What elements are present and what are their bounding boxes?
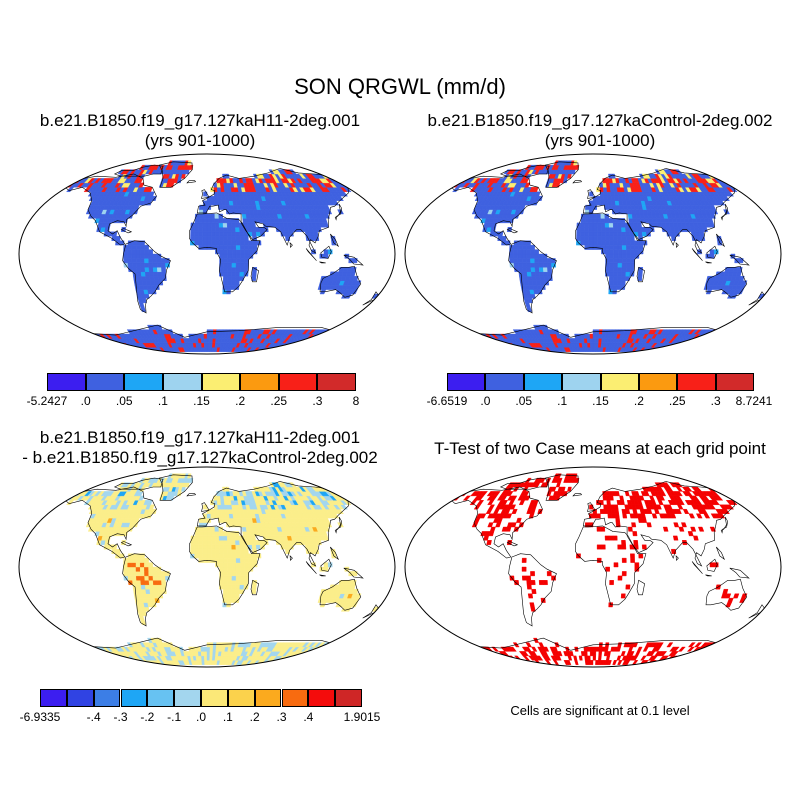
panel-case1-title: b.e21.B1850.f19_g17.127kaH11-2deg.001 (y…	[0, 111, 400, 151]
colorbar-label: .05	[515, 394, 533, 408]
map-case1-border	[18, 153, 396, 355]
colorbar-swatch	[638, 373, 678, 391]
colorbar-label: .2	[249, 710, 260, 724]
map-case2	[404, 153, 782, 355]
colorbar-swatch	[124, 373, 163, 391]
colorbar-swatch	[147, 689, 175, 707]
colorbar-swatch	[715, 373, 754, 391]
colorbar-label: .2	[235, 394, 246, 408]
colorbar-swatch	[335, 689, 362, 707]
colorbar-swatch	[201, 689, 228, 707]
map-case1	[18, 153, 396, 355]
colorbar-swatch	[317, 373, 356, 391]
panel-case2-title-line2: (yrs 901-1000)	[544, 131, 656, 150]
map-case2-border	[404, 153, 782, 355]
panel-diff-title: b.e21.B1850.f19_g17.127kaH11-2deg.001 - …	[0, 428, 400, 468]
colorbar-swatch	[254, 689, 282, 707]
colorbar-swatch	[308, 689, 336, 707]
colorbar-label: 8.7241	[735, 394, 773, 408]
colorbar-label: -6.9335	[19, 710, 61, 724]
panel-ttest-title: T-Test of two Case means at each grid po…	[400, 439, 800, 459]
colorbar-swatch	[562, 373, 601, 391]
panel-case1-title-line2: (yrs 901-1000)	[144, 131, 256, 150]
colorbar-label: .15	[193, 394, 210, 408]
map-ttest	[404, 466, 782, 668]
colorbar-swatch	[677, 373, 716, 391]
panel-diff-title-line1: b.e21.B1850.f19_g17.127kaH11-2deg.001	[39, 428, 361, 447]
colorbar-swatch	[281, 689, 309, 707]
colorbar-label: -5.2427	[26, 394, 68, 408]
colorbar-swatch	[85, 373, 125, 391]
colorbar-swatch	[93, 689, 121, 707]
colorbar-swatch	[523, 373, 563, 391]
colorbar-label: 1.9015	[343, 710, 381, 724]
map-diff	[18, 466, 396, 668]
colorbar-diff: -6.9335 -.4 -.3 -.2 -.1 .0 .1 .2 .3 .4 1.9015	[20, 689, 380, 726]
colorbar-swatch	[600, 373, 639, 391]
colorbar-label: .4	[303, 710, 314, 724]
colorbar-label: .2	[633, 394, 644, 408]
main-title: SON QRGWL (mm/d)	[294, 74, 506, 99]
colorbar-swatch	[174, 689, 201, 707]
colorbar-label: -.3	[113, 710, 128, 724]
panel-case1-title-line1: b.e21.B1850.f19_g17.127kaH11-2deg.001	[39, 111, 361, 130]
colorbar-label: .3	[312, 394, 323, 408]
colorbar-case1: -5.2427 .0 .05 .1 .15 .2 .25 .3 8	[27, 373, 359, 410]
colorbar-swatch	[201, 373, 241, 391]
colorbar-swatch	[47, 373, 86, 391]
colorbar-swatch	[40, 689, 67, 707]
panel-ttest-title-line1: T-Test of two Case means at each grid po…	[434, 439, 766, 458]
colorbar-label: .0	[480, 394, 491, 408]
colorbar-swatch	[227, 689, 255, 707]
colorbar-label: .3	[276, 710, 287, 724]
significance-note: Cells are significant at 0.1 level	[510, 703, 690, 718]
panel-case2-title-line1: b.e21.B1850.f19_g17.127kaControl-2deg.00…	[427, 111, 773, 130]
colorbar-label: 8	[352, 394, 360, 408]
colorbar-swatch	[162, 373, 202, 391]
colorbar-swatch	[240, 373, 279, 391]
colorbar-swatch	[485, 373, 524, 391]
colorbar-label: .05	[115, 394, 133, 408]
colorbar-case2: -6.6519 .0 .05 .1 .15 .2 .25 .3 8.7241	[427, 373, 772, 410]
colorbar-label: .1	[557, 394, 568, 408]
panel-diff-title-line2: - b.e21.B1850.f19_g17.127kaControl-2deg.…	[22, 448, 378, 467]
colorbar-swatch	[447, 373, 486, 391]
colorbar-label: .25	[270, 394, 288, 408]
colorbar-label: -.1	[167, 710, 182, 724]
colorbar-label: -.4	[86, 710, 101, 724]
colorbar-swatch	[120, 689, 148, 707]
colorbar-label: -6.6519	[426, 394, 468, 408]
colorbar-label: .25	[668, 394, 686, 408]
panel-case2-title: b.e21.B1850.f19_g17.127kaControl-2deg.00…	[400, 111, 800, 151]
colorbar-swatch	[66, 689, 94, 707]
colorbar-swatch	[278, 373, 318, 391]
colorbar-label: .0	[195, 710, 207, 724]
colorbar-label: .0	[80, 394, 91, 408]
colorbar-label: .15	[592, 394, 609, 408]
colorbar-label: .3	[710, 394, 721, 408]
colorbar-label: -.2	[140, 710, 155, 724]
map-ttest-border	[404, 466, 782, 668]
map-diff-border	[18, 466, 396, 668]
colorbar-label: .1	[222, 710, 233, 724]
colorbar-label: .1	[157, 394, 168, 408]
